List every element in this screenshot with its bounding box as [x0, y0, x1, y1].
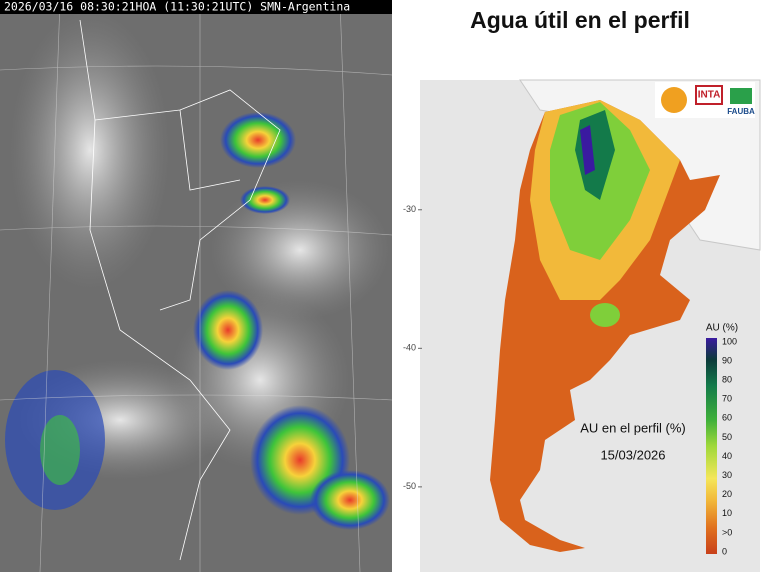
- legend-colorbar: [706, 338, 717, 554]
- map-title: Agua útil en el perfil: [470, 7, 690, 33]
- legend-label: 30: [722, 470, 732, 480]
- logo-fauba: FAUBA: [727, 107, 755, 116]
- legend-label: 60: [722, 413, 732, 423]
- satellite-header: 2026/03/16 08:30:21HOA (11:30:21UTC) SMN…: [4, 0, 350, 14]
- lat-tick-label: -30: [403, 204, 416, 214]
- region-saturated: [580, 125, 595, 175]
- legend-label: 70: [722, 394, 732, 404]
- logo-fauba-icon: [730, 88, 752, 104]
- legend-title: AU (%): [706, 323, 738, 334]
- lat-tick-label: -40: [403, 343, 416, 353]
- logo-inta-box: [695, 85, 723, 105]
- legend-label: 90: [722, 355, 732, 365]
- legend-label: 10: [722, 508, 732, 518]
- header-bar: [0, 0, 392, 14]
- logo-icon: [661, 87, 687, 113]
- lat-tick-label: -50: [403, 481, 416, 491]
- legend-label: 100: [722, 336, 737, 346]
- map-date: 15/03/2026: [600, 447, 665, 462]
- satellite-clouds: [5, 10, 390, 530]
- logos: INTA FAUBA: [655, 82, 755, 118]
- legend-labels: 100 90 80 70 60 50 40 30 20 10 >0 0: [722, 336, 737, 556]
- legend-label: 0: [722, 546, 727, 556]
- map-annotation: AU en el perfil (%): [580, 420, 685, 435]
- legend-label: 20: [722, 489, 732, 499]
- legend-label: >0: [722, 527, 732, 537]
- satellite-grid: [0, 0, 393, 573]
- region-wet: [590, 303, 620, 327]
- legend-label: 40: [722, 451, 732, 461]
- satellite-borders: [79, 19, 281, 561]
- legend-label: 80: [722, 375, 732, 385]
- logo-inta: INTA: [698, 90, 721, 101]
- legend-label: 50: [722, 432, 732, 442]
- latitude-axis: -30 -40 -50: [403, 204, 422, 491]
